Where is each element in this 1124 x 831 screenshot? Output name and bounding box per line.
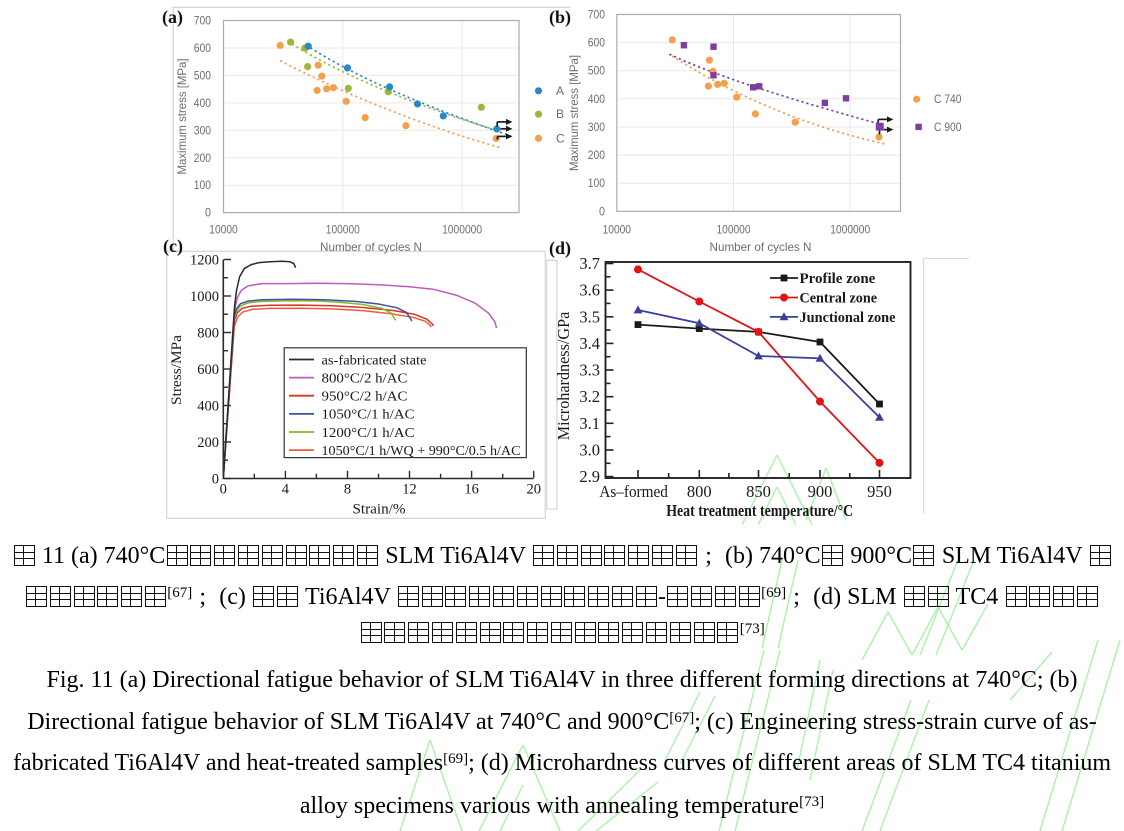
svg-text:10000: 10000 bbox=[209, 223, 238, 237]
svg-text:1050°C/1 h/WQ + 990°C/0.5 h/AC: 1050°C/1 h/WQ + 990°C/0.5 h/AC bbox=[322, 443, 521, 458]
svg-text:950°C/2 h/AC: 950°C/2 h/AC bbox=[322, 389, 408, 404]
svg-text:12: 12 bbox=[402, 482, 417, 498]
svg-text:400: 400 bbox=[194, 96, 211, 110]
svg-text:900: 900 bbox=[808, 482, 833, 501]
svg-text:8: 8 bbox=[344, 482, 351, 498]
svg-text:0: 0 bbox=[212, 472, 219, 488]
svg-text:As–formed: As–formed bbox=[599, 482, 668, 501]
svg-text:Number of cycles N: Number of cycles N bbox=[320, 240, 422, 254]
svg-text:Number of cycles N: Number of cycles N bbox=[710, 240, 812, 254]
svg-text:Junctional zone: Junctional zone bbox=[800, 310, 897, 326]
svg-text:950: 950 bbox=[867, 482, 892, 501]
svg-text:10000: 10000 bbox=[603, 223, 632, 237]
svg-text:200: 200 bbox=[197, 435, 219, 451]
svg-text:Maximum stress [MPa]: Maximum stress [MPa] bbox=[567, 55, 581, 171]
svg-text:500: 500 bbox=[194, 69, 211, 83]
svg-text:300: 300 bbox=[588, 120, 605, 134]
svg-text:2.9: 2.9 bbox=[579, 467, 600, 486]
svg-text:600: 600 bbox=[588, 36, 605, 50]
svg-text:100: 100 bbox=[588, 176, 605, 190]
svg-text:4: 4 bbox=[282, 482, 290, 498]
svg-text:3.0: 3.0 bbox=[579, 441, 600, 460]
svg-text:600: 600 bbox=[197, 362, 219, 378]
svg-text:1050°C/1 h/AC: 1050°C/1 h/AC bbox=[322, 407, 415, 422]
svg-text:Maximum stress [MPa]: Maximum stress [MPa] bbox=[175, 59, 189, 175]
svg-text:3.6: 3.6 bbox=[579, 281, 600, 300]
svg-text:1200°C/1 h/AC: 1200°C/1 h/AC bbox=[322, 425, 415, 440]
svg-text:1000000: 1000000 bbox=[830, 223, 870, 237]
svg-text:C 740: C 740 bbox=[934, 92, 962, 106]
svg-text:500: 500 bbox=[588, 64, 605, 78]
svg-text:800: 800 bbox=[197, 326, 219, 342]
svg-text:3.5: 3.5 bbox=[579, 307, 600, 326]
svg-text:as-fabricated state: as-fabricated state bbox=[322, 352, 427, 367]
svg-text:B: B bbox=[556, 107, 564, 121]
svg-text:Central zone: Central zone bbox=[800, 291, 878, 307]
svg-text:0: 0 bbox=[205, 206, 211, 220]
svg-text:1200: 1200 bbox=[190, 253, 219, 269]
svg-text:700: 700 bbox=[194, 14, 211, 28]
svg-text:800°C/2 h/AC: 800°C/2 h/AC bbox=[322, 370, 408, 385]
svg-text:3.2: 3.2 bbox=[579, 387, 600, 406]
svg-text:20: 20 bbox=[526, 482, 541, 498]
svg-text:Stress/MPa: Stress/MPa bbox=[169, 335, 185, 405]
svg-text:0: 0 bbox=[220, 482, 227, 498]
svg-text:3.4: 3.4 bbox=[579, 334, 600, 353]
svg-text:200: 200 bbox=[194, 151, 211, 165]
svg-text:C 900: C 900 bbox=[934, 120, 962, 134]
svg-text:800: 800 bbox=[687, 482, 712, 501]
svg-text:100000: 100000 bbox=[717, 223, 751, 237]
svg-text:Heat treatment temperature/°C: Heat treatment temperature/°C bbox=[666, 501, 853, 520]
svg-text:Profile zone: Profile zone bbox=[800, 271, 876, 287]
svg-text:400: 400 bbox=[588, 92, 605, 106]
svg-text:A: A bbox=[556, 84, 564, 98]
svg-text:700: 700 bbox=[588, 8, 605, 22]
svg-text:100000: 100000 bbox=[326, 223, 360, 237]
svg-text:600: 600 bbox=[194, 41, 211, 55]
svg-text:Strain/%: Strain/% bbox=[353, 502, 406, 518]
svg-text:200: 200 bbox=[588, 148, 605, 162]
svg-text:100: 100 bbox=[194, 178, 211, 192]
svg-text:1000: 1000 bbox=[190, 289, 219, 305]
svg-text:3.1: 3.1 bbox=[579, 414, 600, 433]
svg-text:3.3: 3.3 bbox=[579, 361, 600, 380]
svg-text:1000000: 1000000 bbox=[442, 223, 482, 237]
svg-text:300: 300 bbox=[194, 123, 211, 137]
svg-text:C: C bbox=[556, 131, 565, 145]
svg-text:3.7: 3.7 bbox=[579, 254, 600, 273]
svg-text:850: 850 bbox=[746, 482, 771, 501]
svg-text:400: 400 bbox=[197, 399, 219, 415]
svg-text:0: 0 bbox=[599, 204, 605, 218]
svg-text:16: 16 bbox=[464, 482, 479, 498]
svg-text:Microhardness/GPa: Microhardness/GPa bbox=[554, 311, 573, 440]
